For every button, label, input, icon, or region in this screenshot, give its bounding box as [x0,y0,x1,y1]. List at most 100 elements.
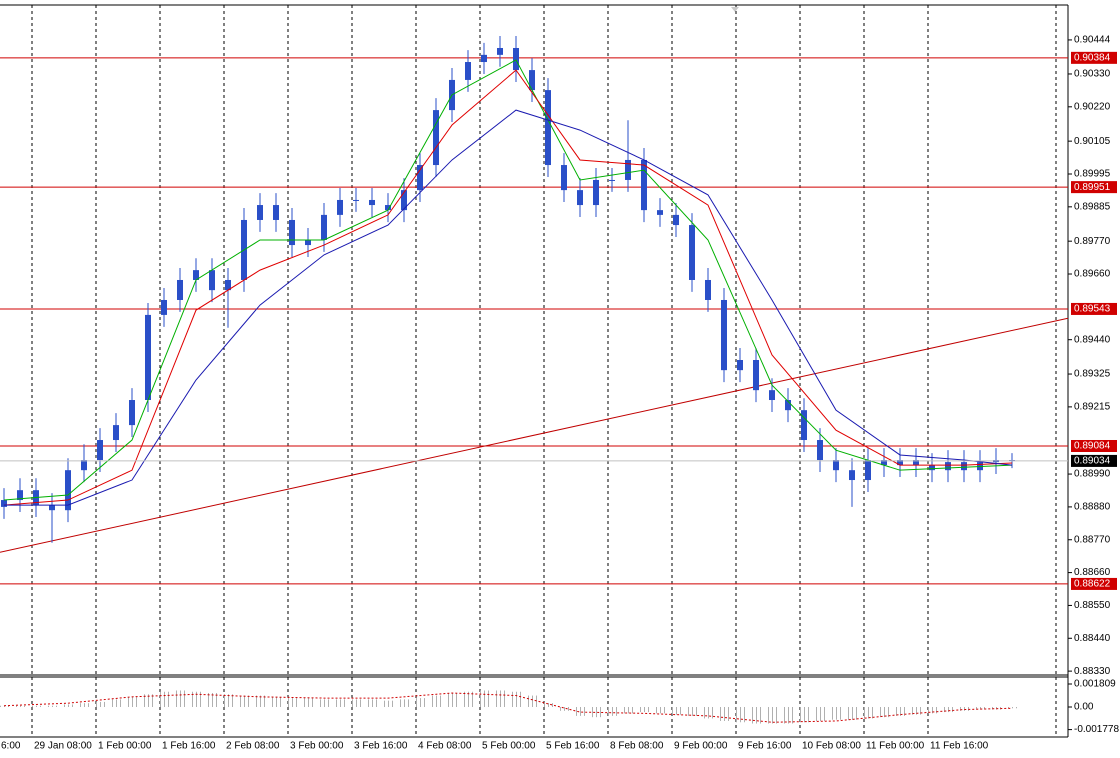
y-tick-label: 0.88660 [1074,567,1111,578]
y-tick-label: 0.88990 [1074,469,1111,480]
histogram-bar [109,699,124,707]
histogram-bar [205,693,220,707]
candle-body [721,299,727,371]
candle-body [961,462,967,471]
histogram-bar [845,707,860,720]
histogram-bar [829,707,844,720]
candle-body [49,505,55,511]
y-tick-label: 0.90444 [1074,35,1111,46]
histogram-bar [797,707,812,723]
histogram-bar [557,707,572,711]
y-tick-label: 0.90220 [1074,101,1111,112]
candle-body [465,62,471,80]
moving-average [4,109,1013,506]
candle-body [481,54,487,63]
histogram-bar [349,699,364,707]
x-tick-label: 1 Feb 16:00 [162,741,216,752]
histogram-bar [1005,707,1020,709]
y-tick-label: 0.89885 [1074,201,1111,212]
candle-body [593,179,599,206]
candle-body [497,47,503,55]
histogram-bar [413,698,428,707]
histogram-bar [941,707,956,713]
y-tick-label: 0.89215 [1074,402,1111,413]
candle-body [65,470,71,511]
histogram-bar [781,707,796,724]
candle-body [177,279,183,300]
candle-body [577,190,583,206]
y-tick-label: 0.89440 [1074,334,1111,345]
level-label-box [1071,577,1117,590]
candle-body [657,210,663,215]
histogram-bar [461,691,476,707]
candle-body [529,70,535,91]
histogram-bar [765,707,780,724]
grid [31,5,1057,737]
candle-body [897,460,903,466]
current-price-box [1071,454,1117,467]
candle-body [849,470,855,481]
moving-average [3,69,1013,506]
histogram-bar [61,704,76,707]
histogram-bar [317,699,332,707]
y-tick-label: 0.88550 [1074,600,1111,611]
histogram-bar [637,707,652,713]
histogram-bar [909,707,924,715]
y-tick-label: 0.90105 [1074,136,1111,147]
x-tick-label: 11 Feb 00:00 [866,741,925,752]
y-tick-label: 0.001809 [1074,679,1116,690]
candle-body [689,225,695,280]
histogram-bar [493,690,508,707]
x-tick-label: 2 Feb 08:00 [226,741,280,752]
histogram-bar [653,707,668,714]
histogram-bar [173,690,188,707]
histogram-bar [237,695,252,707]
histogram-bar [13,705,28,707]
histogram-bar [157,691,172,707]
histogram-bar [429,695,444,707]
histogram-bar [125,696,140,707]
y-tick-label: 0.89660 [1074,269,1111,280]
histogram-bar [0,705,12,707]
moving-average [3,59,1013,501]
histogram-bar [189,691,204,707]
candle-body [369,199,375,206]
candle-body [609,179,615,181]
histogram-bar [813,707,828,721]
histogram-bar [717,707,732,721]
candle-body [225,279,231,291]
histogram-bar [397,699,412,707]
histogram-bar [685,707,700,716]
x-tick-label: 5 Feb 00:00 [482,741,536,752]
histogram-bar [861,707,876,719]
histogram-bar [669,707,684,715]
histogram-bar [29,705,44,707]
level-label: 0.89543 [1074,304,1111,315]
candle-body [145,314,151,401]
candle-body [801,410,807,441]
histogram-bar [477,690,492,707]
histogram-bar [221,694,236,707]
histogram-bar [733,707,748,723]
candle-body [753,360,759,391]
histogram-bar [509,691,524,707]
candle-body [417,165,423,191]
x-tick-label: 3 Feb 16:00 [354,741,408,752]
current-price-label: 0.89034 [1074,456,1111,467]
level-label: 0.90384 [1074,52,1111,63]
histogram-bar [605,707,620,716]
candle-body [673,214,679,226]
histogram-bar [77,703,92,707]
y-tick-label: 0.00 [1074,702,1094,713]
histogram-bar [957,707,972,711]
candle-body [705,279,711,300]
signal-line [3,692,1013,723]
candle-body [513,47,519,71]
candle-body [769,390,775,401]
histogram-bar [445,693,460,707]
candle-body [209,270,215,291]
y-tick-label: 0.88330 [1074,666,1111,677]
